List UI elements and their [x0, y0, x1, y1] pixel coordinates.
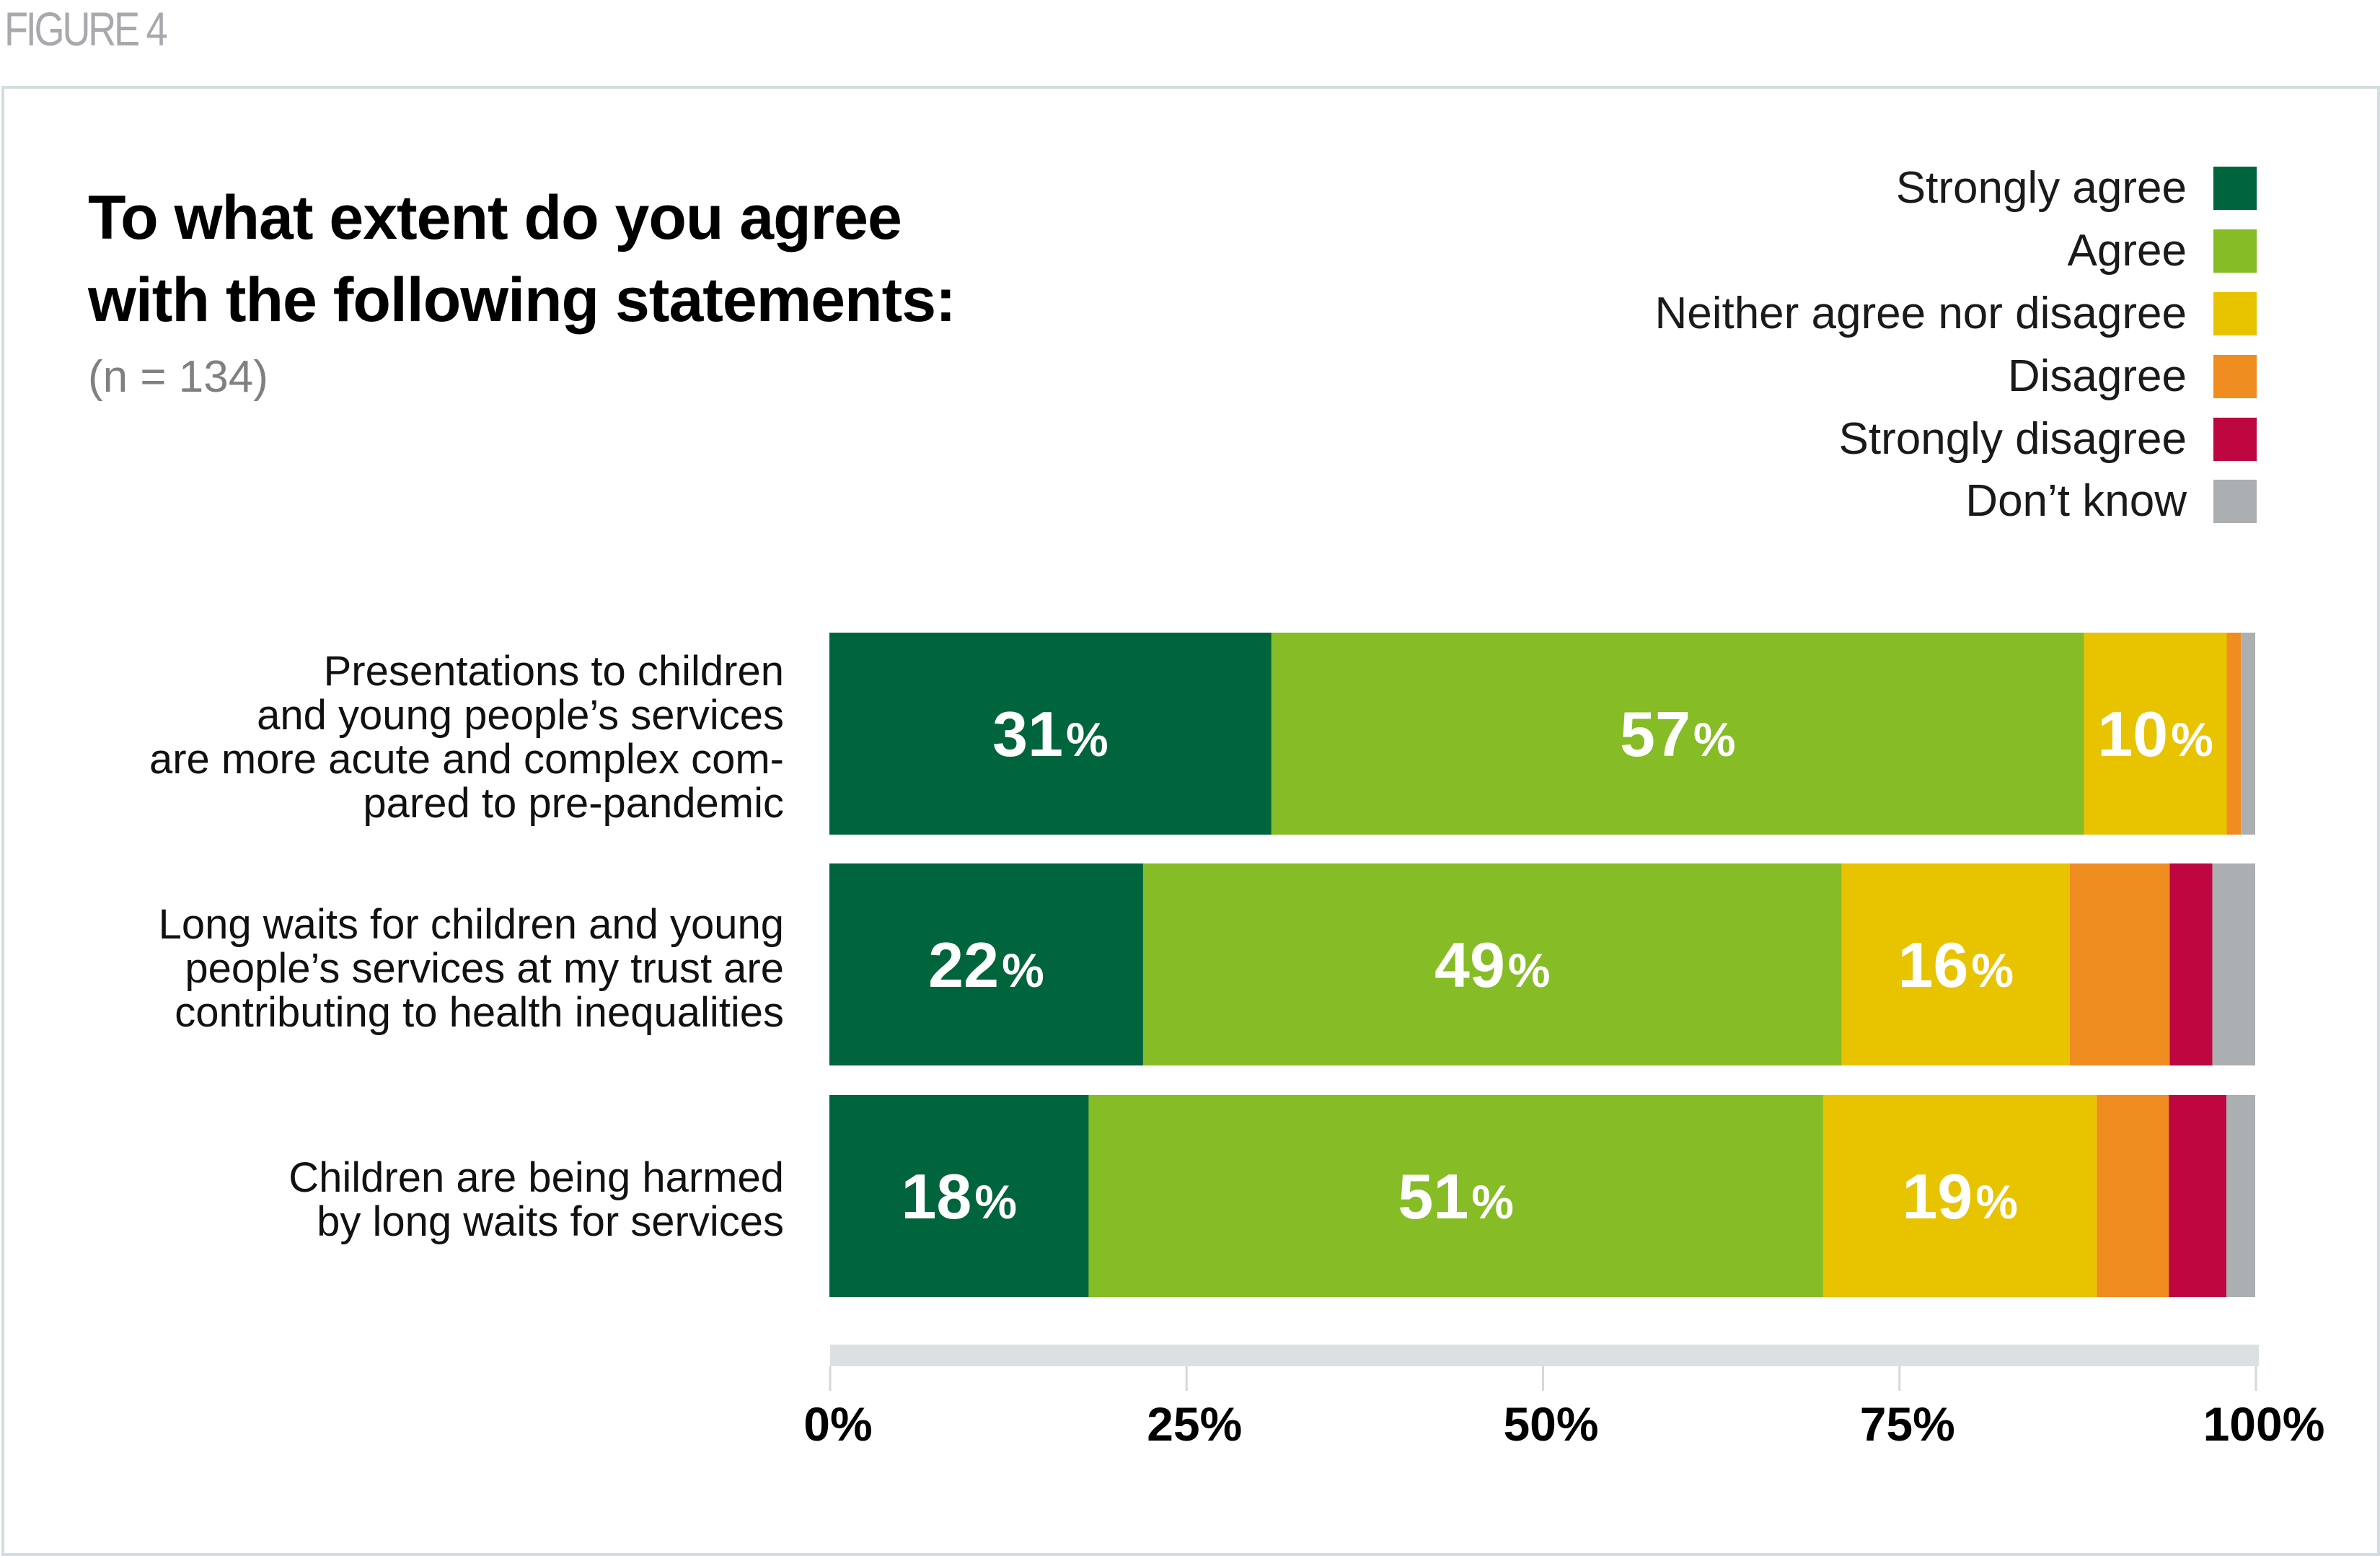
bar-segment-disagree-row-2 [2069, 863, 2170, 1065]
legend-item-strongly-agree: Strongly agree [1895, 163, 2257, 213]
legend-swatch [2213, 355, 2257, 398]
category-label-line: and young people’s services [257, 692, 784, 739]
data-label-neither-agree-nor-disagree-row-1: 10% [2097, 698, 2213, 770]
bar-segment-neither-agree-nor-disagree-row-2 [1841, 863, 2070, 1065]
legend-item-disagree: Disagree [2007, 351, 2257, 401]
data-label-agree-row-3: 51% [1398, 1161, 1514, 1232]
legend-swatch [2213, 418, 2257, 461]
bar-segment-agree-row-2 [1142, 863, 1842, 1065]
bar-segment-disagree-row-3 [2097, 1095, 2169, 1297]
x-tick-label-25: 25% [1147, 1397, 1242, 1451]
bar-segment-strongly-disagree-row-3 [2169, 1095, 2227, 1297]
data-label-agree-row-2: 49% [1434, 929, 1551, 1001]
legend-label: Strongly disagree [1838, 414, 2187, 464]
legend-item-dont-know: Don’t know [1965, 476, 2257, 526]
category-label-2: Long waits for children and young people… [159, 902, 784, 1034]
legend-label: Strongly agree [1895, 163, 2187, 213]
category-label-line: Children are being harmed [288, 1154, 784, 1201]
category-label-line: pared to pre-pandemic [363, 780, 784, 827]
category-label-line: Presentations to children [323, 648, 784, 695]
legend-label: Agree [2067, 226, 2187, 276]
data-label-strongly-agree-row-1: 31% [992, 698, 1109, 770]
chart-title-line-1: To what extent do you agree [88, 183, 902, 252]
bar-segment-disagree-row-1 [2226, 633, 2242, 835]
data-label-neither-agree-nor-disagree-row-2: 16% [1898, 929, 2014, 1001]
bar-segment-strongly-agree-row-3 [829, 1095, 1089, 1297]
legend-label: Don’t know [1965, 476, 2187, 526]
chart-title: To what extent do you agree with the fol… [88, 177, 956, 341]
bar-segment-don-t-know-row-2 [2212, 863, 2255, 1065]
legend-label: Disagree [2007, 351, 2187, 401]
data-label-strongly-agree-row-3: 18% [901, 1161, 1017, 1232]
category-label-line: contributing to health inequalities [175, 989, 784, 1036]
x-tick-label-75: 75% [1860, 1397, 1955, 1451]
bar-segment-strongly-agree-row-2 [829, 863, 1143, 1065]
category-label-3: Children are being harmed by long waits … [288, 1156, 784, 1244]
data-label-neither-agree-nor-disagree-row-3: 19% [1902, 1161, 2018, 1232]
legend-item-strongly-disagree: Strongly disagree [1838, 414, 2257, 464]
category-label-line: by long waits for services [317, 1198, 784, 1245]
legend-swatch [2213, 480, 2257, 523]
bar-segment-strongly-agree-row-1 [829, 633, 1271, 835]
chart-title-line-2: with the following statements: [88, 265, 956, 335]
bar-segment-neither-agree-nor-disagree-row-3 [1823, 1095, 2097, 1297]
bar-segment-strongly-disagree-row-2 [2169, 863, 2213, 1065]
legend-swatch [2213, 229, 2257, 273]
chart-subtitle: (n = 134) [88, 352, 268, 402]
data-label-agree-row-1: 57% [1620, 698, 1736, 770]
bar-segment-don-t-know-row-3 [2226, 1095, 2255, 1297]
category-label-line: people’s services at my trust are [185, 945, 784, 992]
legend-swatch [2213, 167, 2257, 210]
legend-label: Neither agree nor disagree [1654, 289, 2187, 338]
bar-segment-don-t-know-row-1 [2241, 633, 2255, 835]
bar-segment-neither-agree-nor-disagree-row-1 [2084, 633, 2227, 835]
category-label-line: are more acute and complex com- [149, 736, 784, 783]
x-axis-band [830, 1345, 2259, 1366]
bar-segment-agree-row-3 [1088, 1095, 1823, 1297]
legend-item-neither: Neither agree nor disagree [1654, 289, 2257, 338]
category-label-line: Long waits for children and young [158, 901, 784, 948]
data-label-strongly-agree-row-2: 22% [928, 929, 1044, 1001]
legend-swatch [2213, 292, 2257, 335]
category-label-1: Presentations to children and young peop… [149, 649, 784, 825]
bar-segment-agree-row-1 [1271, 633, 2084, 835]
x-tick-label-0: 0% [803, 1397, 872, 1451]
legend-item-agree: Agree [2068, 229, 2257, 273]
x-tick-label-100: 100% [2203, 1397, 2325, 1451]
x-tick-label-50: 50% [1503, 1397, 1598, 1451]
figure-label: FIGURE 4 [4, 2, 168, 56]
